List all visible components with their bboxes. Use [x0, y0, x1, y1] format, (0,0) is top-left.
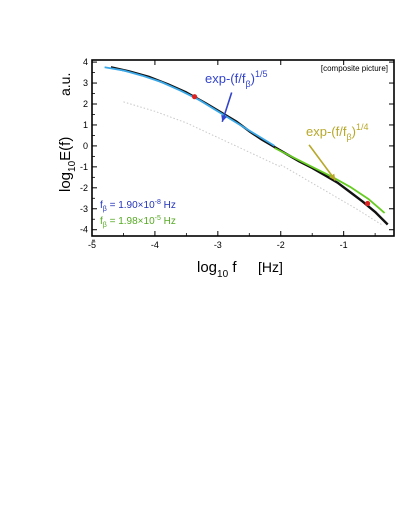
fit-arrow-head-0	[221, 114, 228, 122]
y-tick-label: -2	[80, 183, 88, 193]
y-tick-label: -3	[80, 204, 88, 214]
param-fbeta-1: fβ = 1.90×10-8 Hz	[100, 199, 176, 213]
plot-frame	[91, 59, 395, 237]
y-axis-label: log10E(f) a.u.	[57, 73, 78, 192]
x-tick-label: -1	[340, 240, 348, 250]
fit-label-upper: exp-(f/fβ)1/5	[205, 69, 268, 89]
param-fbeta-2: fβ = 1.98×10-5 Hz	[100, 215, 176, 229]
y-tick-label: -4	[80, 225, 88, 235]
y-tick-label: 1	[83, 120, 88, 130]
x-tick-label: -2	[277, 240, 285, 250]
y-tick-label: 4	[83, 57, 88, 67]
fit-arrow-head-1	[329, 173, 336, 181]
x-axis-unit: [Hz]	[258, 259, 283, 275]
fit-label-lower: exp-(f/fβ)1/4	[306, 122, 369, 142]
red-marker-0	[191, 94, 198, 100]
series-cyan-fit-1	[104, 66, 275, 147]
y-tick-label: -1	[80, 162, 88, 172]
y-axis-unit: a.u.	[57, 73, 73, 96]
svg-text:log10E(f): log10E(f)	[57, 137, 78, 192]
y-tick-label: 3	[83, 78, 88, 88]
x-tick-label: -3	[214, 240, 222, 250]
fit-arrow-shaft-1	[308, 144, 337, 181]
x-axis-label: log10 f	[197, 259, 237, 280]
x-tick-label: -4	[151, 240, 159, 250]
red-marker-1	[364, 200, 371, 207]
arrow-layer	[221, 92, 337, 181]
x-tick-label: -5	[88, 240, 96, 250]
composite-picture-label: [composite picture]	[321, 64, 388, 73]
y-tick-label: 2	[83, 99, 88, 109]
y-tick-label: 0	[83, 141, 88, 151]
